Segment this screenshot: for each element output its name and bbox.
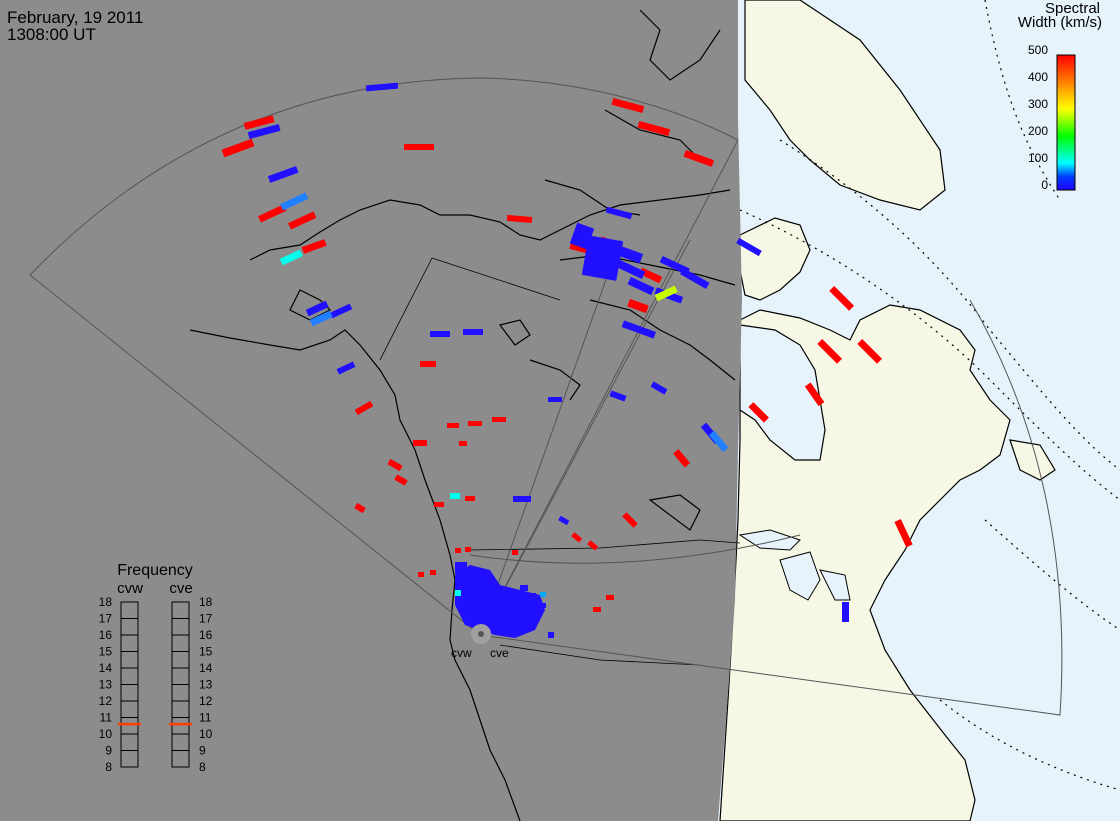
frequency-tick-left: 13 [99,678,113,692]
coastlines [189,9,736,821]
frequency-col-cve: cve [169,580,192,597]
frequency-tick-right: 10 [199,727,213,741]
latitude-grid [739,0,1120,791]
frequency-tick-left: 10 [99,727,113,741]
frequency-tick-left: 18 [99,595,113,609]
colorbar-tick-500: 500 [1028,43,1048,57]
frequency-tick-left: 12 [99,694,113,708]
frequency-tick-right: 15 [199,645,213,659]
frequency-tick-left: 17 [99,612,113,626]
radar-label-cve: cve [490,646,509,660]
scatter-other [279,192,729,597]
colorbar-tick-100: 100 [1028,151,1048,165]
colorbar-title-line2: Width (km/s) [1018,14,1102,31]
frequency-tick-right: 16 [199,628,213,642]
colorbar-tick-400: 400 [1028,70,1048,84]
frequency-tick-left: 15 [99,645,113,659]
colorbar-title-line1: Spectral [1045,0,1100,17]
frequency-tick-right: 17 [199,612,213,626]
frequency-tick-left: 16 [99,628,113,642]
colorbar-tick-0: 0 [1041,178,1048,192]
great-lakes [738,529,851,601]
frequency-tick-left: 11 [100,711,113,725]
radar-label-cvw: cvw [451,646,472,660]
scatter-blue [247,82,849,638]
frequency-tick-right: 8 [199,760,206,774]
radar-fov [29,77,1063,716]
frequency-tick-right: 14 [199,661,213,675]
political-borders [379,257,741,666]
scatter-red [221,97,913,612]
frequency-tick-left: 9 [105,744,112,758]
date-label: February, 19 2011 [7,8,143,27]
frequency-tick-right: 12 [199,694,213,708]
colorbar-gradient [1056,54,1076,191]
frequency-title: Frequency [117,562,193,579]
radar-site [471,624,491,644]
frequency-col-cvw: cvw [117,580,143,597]
colorbar-tick-200: 200 [1028,124,1048,138]
frequency-tick-left: 8 [105,760,112,774]
colorbar: Spectral Width (km/s) 500 400 300 200 10… [1018,0,1102,192]
hudson-bay [739,324,826,461]
frequency-tick-right: 11 [199,711,212,725]
colorbar-tick-300: 300 [1028,97,1048,111]
frequency-tick-left: 14 [99,661,113,675]
frequency-bars [118,601,192,768]
frequency-tick-right: 13 [199,678,213,692]
frequency-panel: Frequency cvw cve 18 18 17 17 16 16 15 15 14 14 13… [99,562,213,774]
night-region [0,0,742,821]
frequency-ticks: 18 18 17 17 16 16 15 15 14 14 13 13 12 12 11 11 10 10 9 9 8 8 [99,595,213,774]
frequency-tick-right: 9 [199,744,206,758]
time-label: 1308:00 UT [7,25,96,44]
frequency-tick-right: 18 [199,595,213,609]
